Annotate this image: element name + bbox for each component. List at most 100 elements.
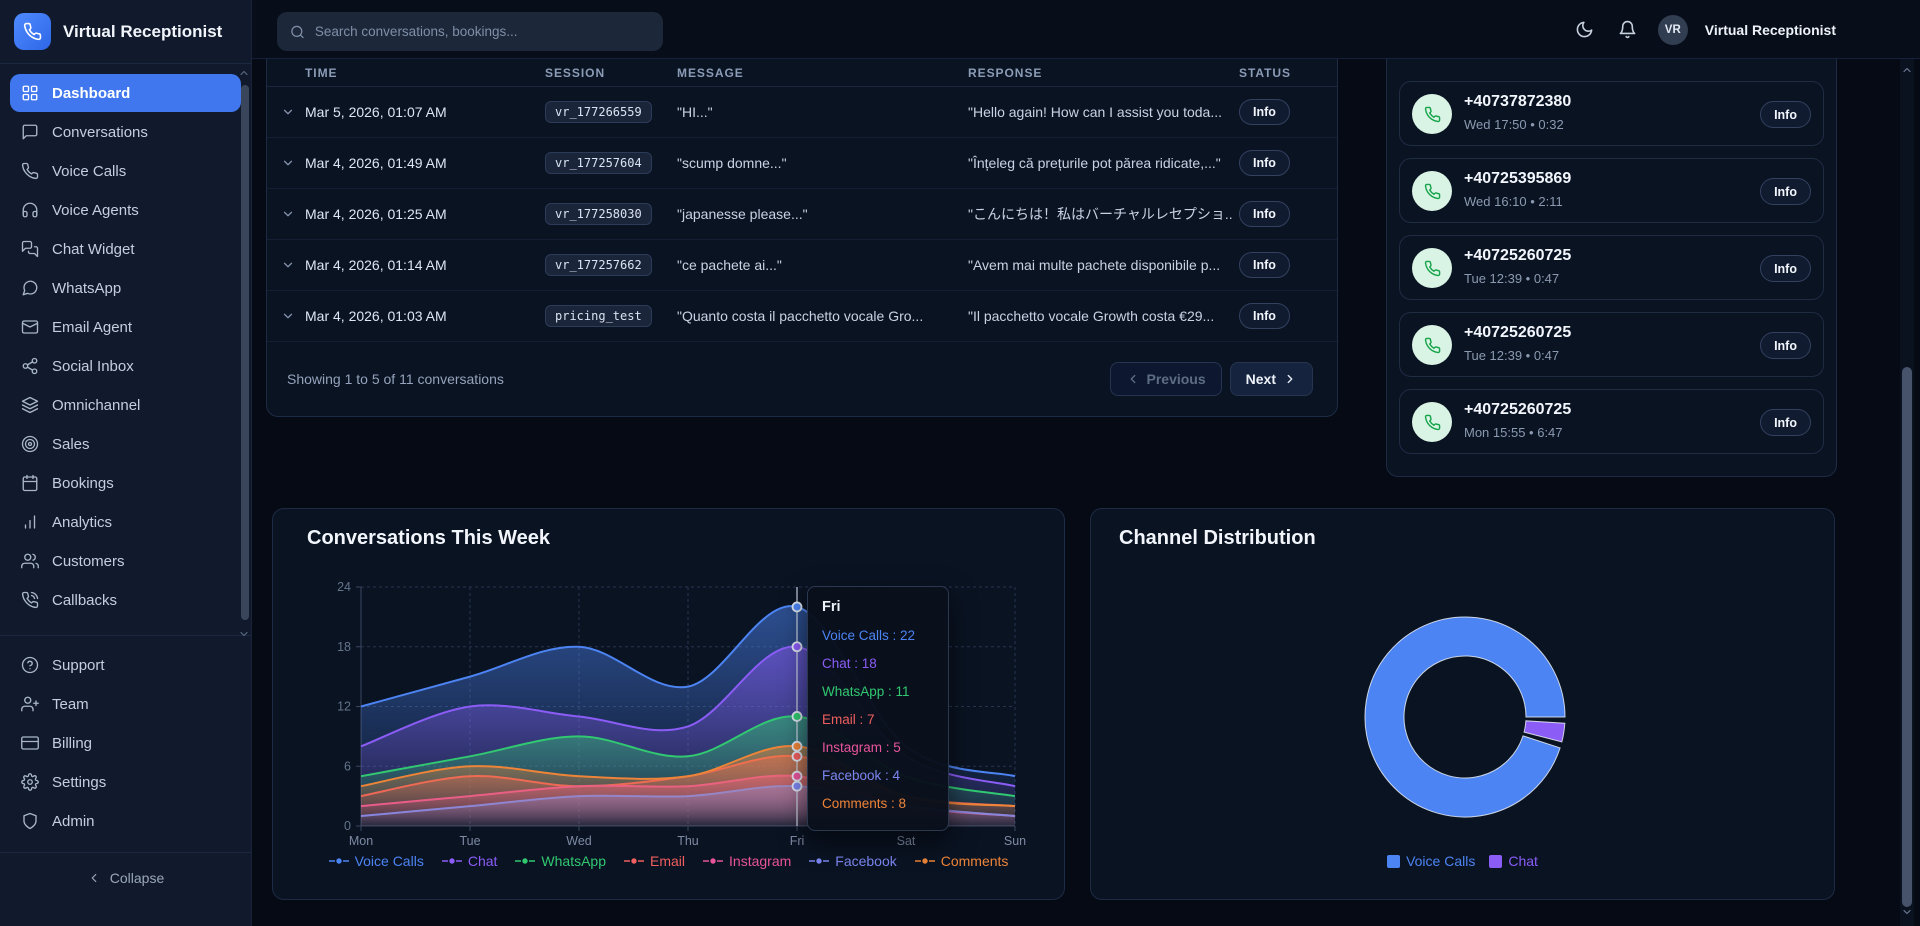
sidebar-item-sales[interactable]: Sales: [10, 425, 241, 463]
phone-call-icon: [1412, 402, 1452, 442]
table-row[interactable]: Mar 4, 2026, 01:14 AM vr_177257662 "ce pac…: [267, 240, 1337, 291]
data-point-instagram[interactable]: [791, 770, 803, 782]
data-point-email[interactable]: [791, 750, 803, 762]
call-list-item[interactable]: +40725395869 Wed 16:10 • 2:11 Info: [1399, 158, 1824, 223]
legend-item-chat[interactable]: Chat: [441, 853, 497, 869]
data-point-chat[interactable]: [791, 641, 803, 653]
tooltip-row-chat: Chat : 18: [822, 656, 877, 671]
sidebar-item-label: Dashboard: [52, 84, 131, 102]
call-info-button[interactable]: Info: [1760, 255, 1811, 282]
data-point-whatsapp[interactable]: [791, 711, 803, 722]
search-box[interactable]: [277, 12, 663, 51]
sidebar-item-bookings[interactable]: Bookings: [10, 464, 241, 502]
search-icon: [291, 25, 304, 38]
call-info-button[interactable]: Info: [1760, 409, 1811, 436]
sidebar-item-whatsapp[interactable]: WhatsApp: [10, 269, 241, 307]
notifications-bell-icon[interactable]: [1615, 17, 1641, 43]
calls-list: +40737872380 Wed 17:50 • 0:32 Info +4072539…: [1387, 41, 1836, 454]
info-button[interactable]: Info: [1239, 99, 1290, 125]
sidebar-item-omnichannel[interactable]: Omnichannel: [10, 386, 241, 424]
sidebar-item-label: Team: [52, 695, 89, 713]
legend-item-comments[interactable]: Comments: [914, 853, 1008, 869]
sidebar-item-team[interactable]: Team: [10, 685, 241, 723]
table-row[interactable]: Mar 4, 2026, 01:03 AM pricing_test "Quanto…: [267, 291, 1337, 342]
chevron-down-icon[interactable]: [281, 258, 299, 272]
call-list-item[interactable]: +40737872380 Wed 17:50 • 0:32 Info: [1399, 81, 1824, 146]
chevron-left-icon: [91, 873, 97, 883]
collapse-button[interactable]: Collapse: [0, 853, 251, 903]
donut-segment-voice-calls[interactable]: [1364, 616, 1566, 818]
legend-item-voice-calls[interactable]: Voice Calls: [1387, 853, 1475, 869]
scroll-up-icon[interactable]: [1901, 63, 1913, 81]
scroll-down-icon[interactable]: [1901, 905, 1913, 923]
sidebar-item-billing[interactable]: Billing: [10, 724, 241, 762]
sidebar-item-admin[interactable]: Admin: [10, 802, 241, 840]
info-button[interactable]: Info: [1239, 252, 1290, 278]
legend-item-whatsapp[interactable]: WhatsApp: [515, 853, 606, 869]
previous-button[interactable]: Previous: [1109, 362, 1222, 396]
chevron-down-icon[interactable]: [281, 309, 299, 323]
sidebar-scrollbar[interactable]: [241, 85, 249, 620]
call-info-button[interactable]: Info: [1760, 332, 1811, 359]
sidebar-item-email-agent[interactable]: Email Agent: [10, 308, 241, 346]
sidebar-item-dashboard[interactable]: Dashboard: [10, 74, 241, 112]
tooltip-row-whatsapp: WhatsApp : 11: [822, 684, 910, 699]
call-list-item[interactable]: +40725260725 Mon 15:55 • 6:47 Info: [1399, 389, 1824, 454]
legend-item-chat[interactable]: Chat: [1489, 853, 1538, 869]
data-point-comments[interactable]: [791, 740, 803, 752]
sidebar-item-conversations[interactable]: Conversations: [10, 113, 241, 151]
row-response: "こんにちは！私はバーチャルレセプショ...: [968, 206, 1233, 222]
table-row[interactable]: Mar 4, 2026, 01:25 AM vr_177258030 "japane…: [267, 189, 1337, 240]
call-list-item[interactable]: +40725260725 Tue 12:39 • 0:47 Info: [1399, 235, 1824, 300]
sidebar-item-support[interactable]: Support: [10, 646, 241, 684]
chevron-down-icon[interactable]: [281, 156, 299, 170]
sidebar-item-chat-widget[interactable]: Chat Widget: [10, 230, 241, 268]
sidebar-divider: [0, 635, 251, 636]
sidebar-item-voice-calls[interactable]: Voice Calls: [10, 152, 241, 190]
donut-segment-chat[interactable]: [1523, 720, 1566, 743]
info-button[interactable]: Info: [1239, 303, 1290, 329]
search-input[interactable]: [314, 24, 650, 39]
call-meta: Tue 12:39 • 0:47: [1464, 348, 1560, 363]
legend-line-marker-icon: [515, 856, 536, 866]
sidebar-item-customers[interactable]: Customers: [10, 542, 241, 580]
data-point-voice-calls[interactable]: [791, 601, 803, 613]
sidebar-scroll-up-icon[interactable]: [238, 66, 250, 84]
message-circle-icon: [22, 280, 38, 296]
phone-icon: [21, 162, 39, 180]
theme-toggle-moon-icon[interactable]: [1572, 17, 1598, 43]
gear-icon: [21, 773, 39, 791]
sidebar-item-settings[interactable]: Settings: [10, 763, 241, 801]
call-list-item[interactable]: +40725260725 Tue 12:39 • 0:47 Info: [1399, 312, 1824, 377]
chevron-down-icon[interactable]: [281, 207, 299, 221]
tooltip-row-email: Email : 7: [822, 712, 875, 727]
sidebar-item-social-inbox[interactable]: Social Inbox: [10, 347, 241, 385]
info-button[interactable]: Info: [1239, 150, 1290, 176]
table-row[interactable]: Mar 4, 2026, 01:49 AM vr_177257604 "scump …: [267, 138, 1337, 189]
sidebar-scroll-down-icon[interactable]: [238, 627, 250, 645]
call-number: +40725260725: [1464, 247, 1572, 264]
call-info-button[interactable]: Info: [1760, 178, 1811, 205]
chevron-down-icon[interactable]: [281, 105, 299, 119]
user-avatar[interactable]: VR: [1657, 14, 1688, 45]
page-scrollbar-thumb[interactable]: [1902, 367, 1912, 907]
table-row[interactable]: Mar 5, 2026, 01:07 AM vr_177266559 "HI..."…: [267, 87, 1337, 138]
page-scrollbar[interactable]: [1900, 59, 1914, 926]
mail-icon: [21, 320, 39, 334]
sidebar-item-callbacks[interactable]: Callbacks: [10, 581, 241, 619]
sidebar-item-analytics[interactable]: Analytics: [10, 503, 241, 541]
legend-item-voice-calls[interactable]: Voice Calls: [328, 853, 424, 869]
call-info-button[interactable]: Info: [1760, 101, 1811, 128]
legend-label: Facebook: [835, 853, 897, 869]
legend-item-email[interactable]: Email: [624, 853, 685, 869]
sidebar-item-voice-agents[interactable]: Voice Agents: [10, 191, 241, 229]
info-button[interactable]: Info: [1239, 201, 1290, 227]
tooltip-row-voice-calls: Voice Calls : 22: [822, 628, 916, 643]
legend-item-facebook[interactable]: Facebook: [809, 853, 897, 869]
call-number: +40725260725: [1464, 401, 1572, 418]
data-point-facebook[interactable]: [791, 780, 803, 792]
next-button[interactable]: Next: [1229, 362, 1313, 396]
legend-line-marker-icon: [328, 856, 349, 866]
legend-item-instagram[interactable]: Instagram: [703, 853, 791, 869]
